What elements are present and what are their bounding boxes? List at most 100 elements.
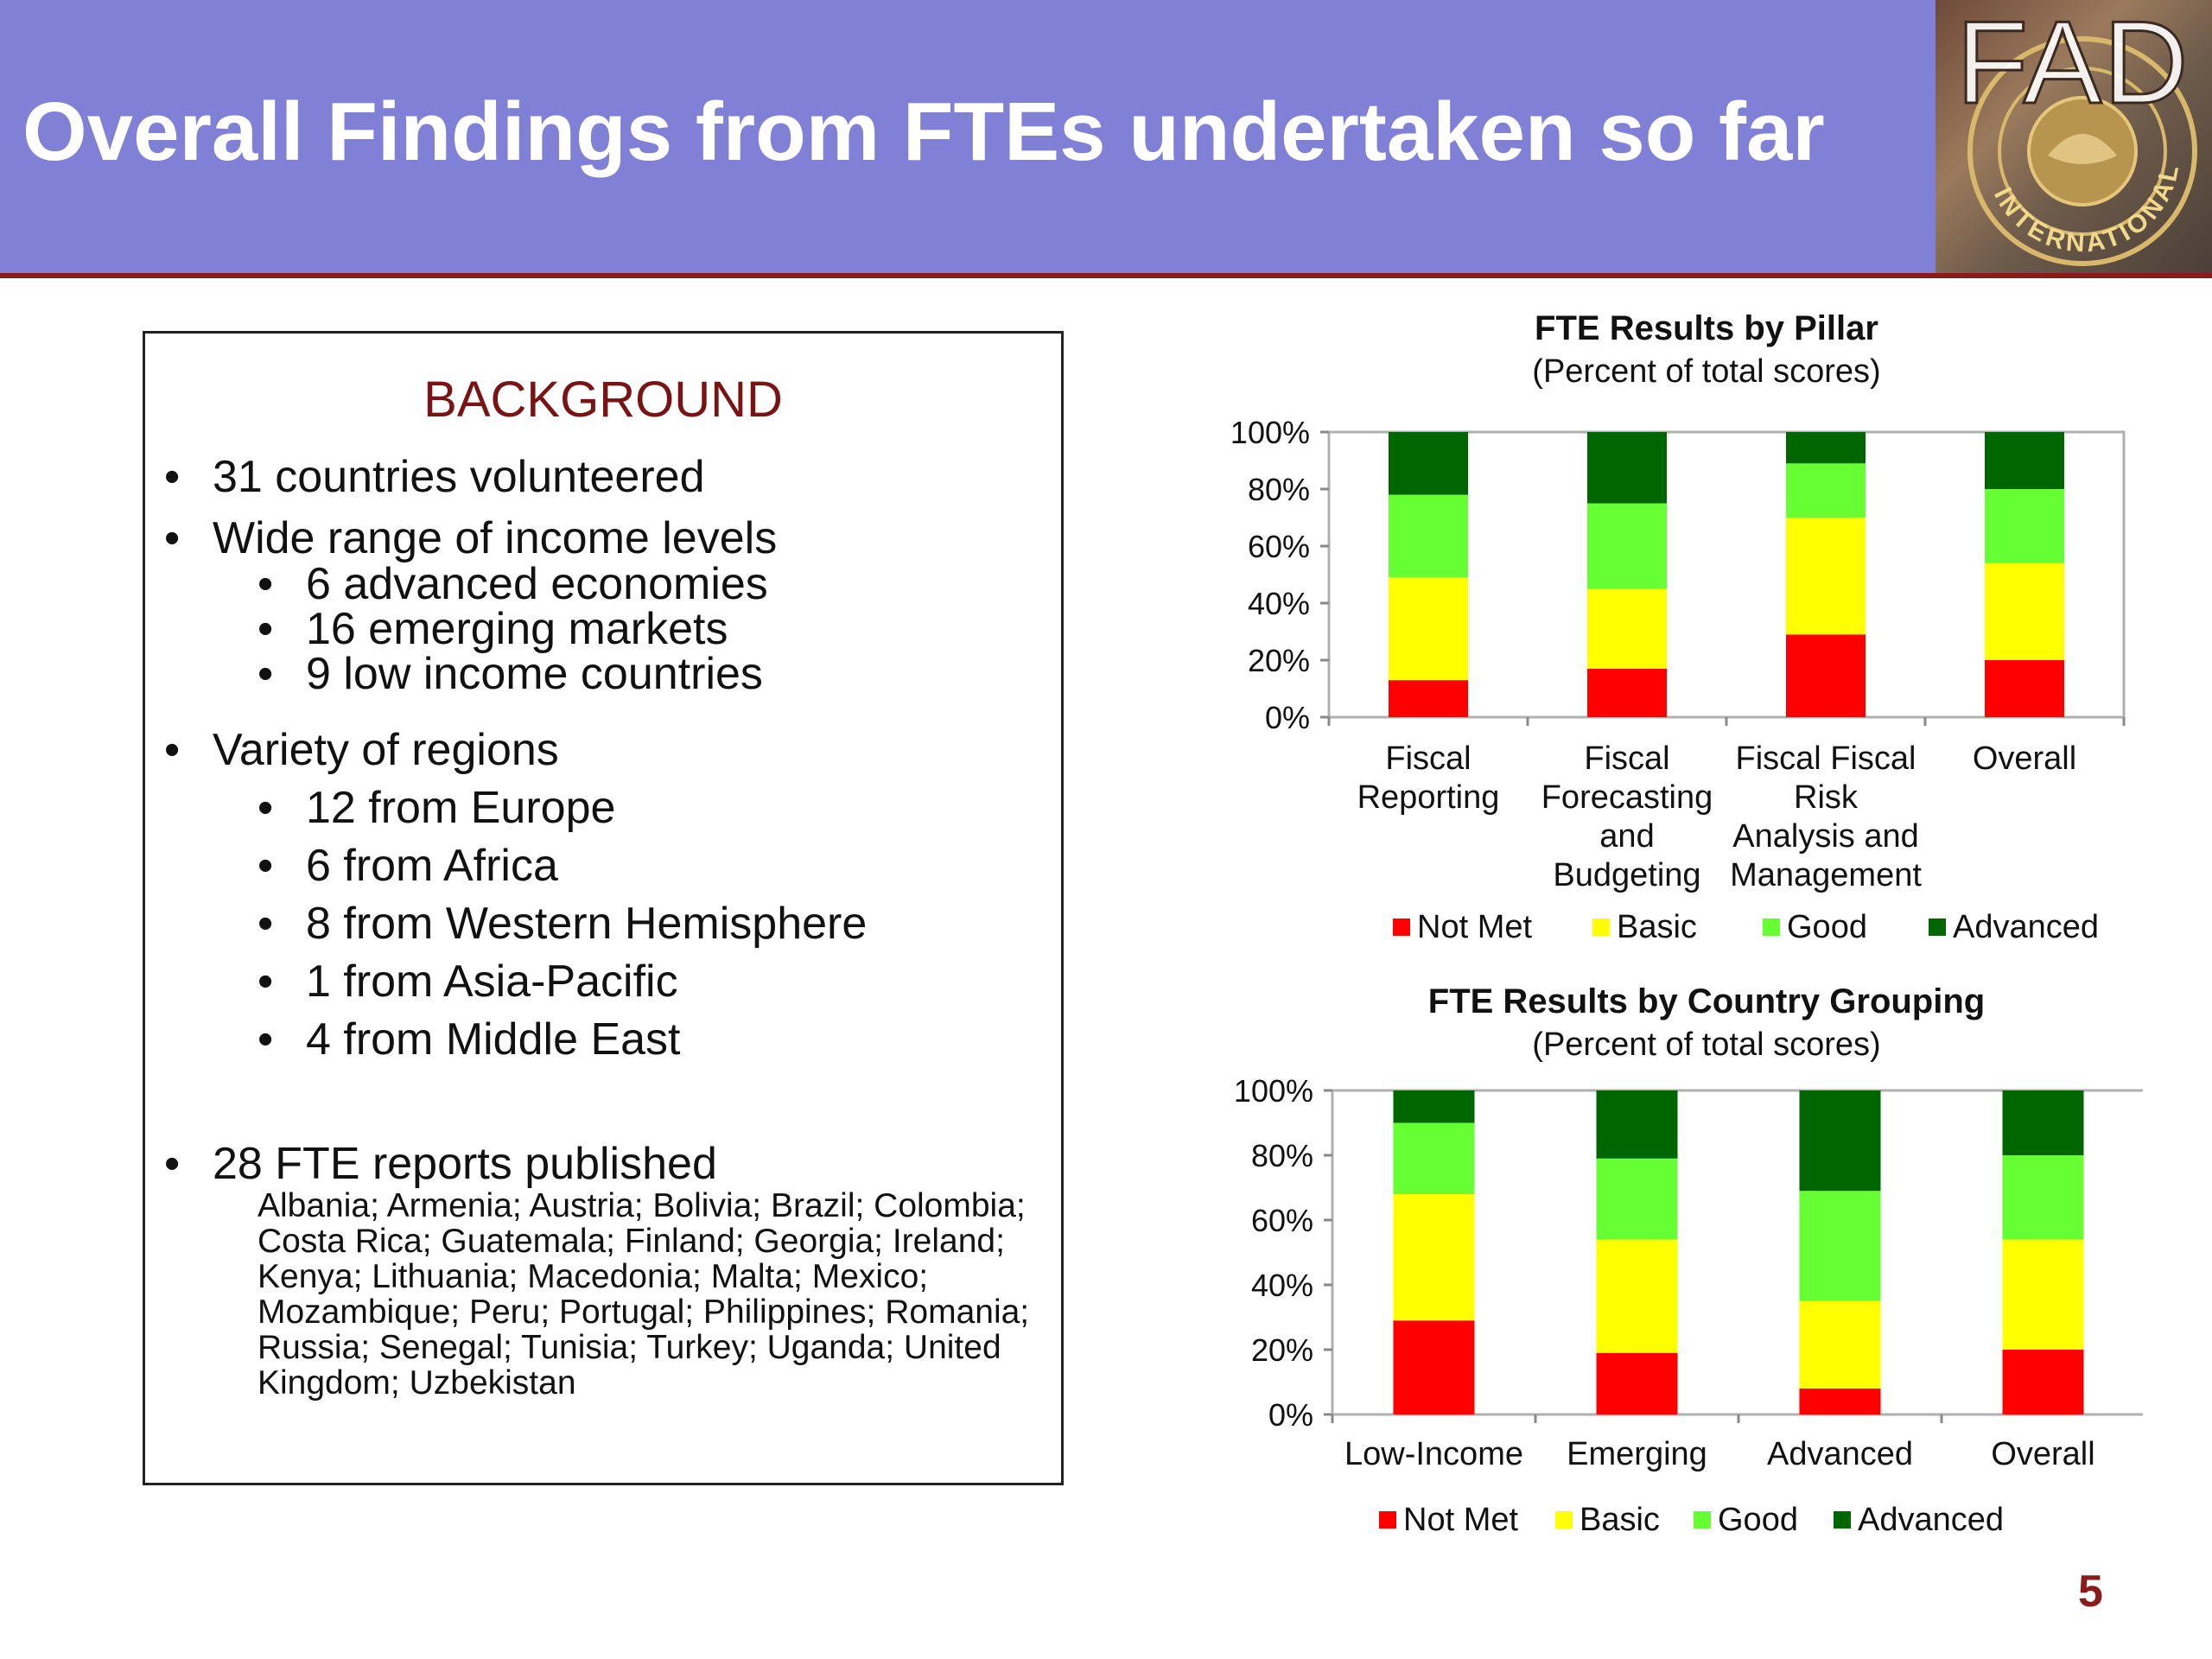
bullet-text: Variety of regions	[213, 725, 559, 775]
bar-segment-basic	[2002, 1239, 2084, 1350]
background-heading: BACKGROUND	[423, 372, 783, 428]
bar-segment-good	[1985, 489, 2064, 563]
bar-segment-good	[1799, 1191, 1881, 1301]
slide-title: Overall Findings from FTEs undertaken so…	[22, 86, 1825, 178]
y-tick-label: 100%	[1234, 1073, 1313, 1109]
legend-swatch	[1379, 1511, 1396, 1529]
page-number: 5	[2078, 1567, 2103, 1617]
fad-imf-logo: INTERNATIONAL MONETARY FUND FAD	[1936, 0, 2212, 273]
bullet-text: Wide range of income levels	[213, 513, 778, 563]
bar-segment-advanced	[2002, 1090, 2084, 1155]
bullet-text: 31 countries volunteered	[213, 452, 705, 502]
x-category-label: Forecasting	[1541, 779, 1713, 816]
bar-segment-good	[1389, 494, 1468, 578]
bar-segment-basic	[1799, 1300, 1881, 1389]
legend-swatch	[1834, 1511, 1851, 1529]
x-category-label: Reporting	[1357, 779, 1500, 816]
legend-swatch	[1592, 918, 1610, 936]
x-category-label: Emerging	[1567, 1436, 1707, 1472]
bullet-income: • Wide range of income levels	[164, 513, 777, 563]
fad-logo-text: FAD	[1955, 0, 2190, 128]
y-tick-label: 20%	[1248, 643, 1310, 678]
x-category-label: Overall	[1991, 1436, 2094, 1472]
bar-segment-basic	[1596, 1239, 1678, 1353]
bar-segment-basic	[1786, 518, 1866, 635]
bar-segment-good	[1587, 503, 1667, 589]
chart2-subtitle: (Percent of total scores)	[1532, 1027, 1881, 1063]
title-bar: Overall Findings from FTEs undertaken so…	[0, 0, 1936, 273]
sub-bullet: • 6 advanced economies	[257, 559, 768, 609]
bar-segment-good	[1786, 463, 1866, 518]
legend-swatch	[1393, 918, 1410, 936]
legend-label: Basic	[1617, 909, 1697, 945]
y-tick-label: 0%	[1268, 1397, 1313, 1433]
chart2-title: FTE Results by Country Grouping	[1427, 982, 1986, 1020]
bullet-reports: • 28 FTE reports published	[164, 1139, 717, 1189]
chart1-subtitle: (Percent of total scores)	[1532, 353, 1881, 390]
x-category-label: Risk	[1794, 779, 1859, 816]
x-category-label: and	[1599, 818, 1654, 855]
legend-swatch	[1555, 1511, 1573, 1529]
x-category-label: Analysis and	[1732, 818, 1918, 855]
bar-segment-basic	[1587, 588, 1667, 669]
y-tick-label: 40%	[1251, 1268, 1313, 1303]
legend-label: Good	[1787, 909, 1867, 945]
bar-segment-good	[1393, 1122, 1475, 1194]
x-category-label: Fiscal	[1584, 741, 1669, 777]
bullet-dot: •	[164, 513, 181, 563]
legend-label: Not Met	[1417, 909, 1532, 945]
bullet-dot: •	[164, 725, 181, 775]
bar-segment-basic	[1393, 1194, 1475, 1321]
sub-bullet: • 12 from Europe	[257, 783, 616, 833]
bullet-dot: •	[164, 452, 181, 502]
y-tick-label: 100%	[1230, 415, 1310, 450]
legend-label: Not Met	[1403, 1502, 1518, 1538]
bar-segment-advanced	[1799, 1090, 1881, 1192]
bar-segment-not-met	[1596, 1352, 1678, 1414]
legend-label: Advanced	[1858, 1502, 2004, 1538]
sub-bullet: • 4 from Middle East	[257, 1014, 681, 1065]
background-panel: BACKGROUND • 31 countries volunteered • …	[143, 331, 1064, 1485]
x-category-label: Overall	[1973, 741, 2076, 777]
bar-segment-advanced	[1587, 432, 1667, 504]
y-tick-label: 80%	[1251, 1138, 1313, 1173]
bar-segment-not-met	[1587, 668, 1667, 717]
bar-segment-good	[1596, 1158, 1678, 1240]
legend-swatch	[1763, 918, 1780, 936]
y-tick-label: 80%	[1248, 472, 1310, 507]
chart-fte-by-pillar: 0%20%40%60%80%100%FiscalReportingFiscalF…	[1230, 415, 2126, 945]
legend-swatch	[1694, 1511, 1711, 1529]
sub-bullet: • 6 from Africa	[257, 841, 558, 891]
bar-segment-not-met	[1393, 1320, 1475, 1414]
bar-segment-advanced	[1389, 432, 1468, 495]
legend-label: Advanced	[1953, 909, 2099, 945]
chart-fte-by-country-grouping: 0% 20% 40% 60% 80% 100% Low-Income Emerging Adva…	[1234, 1073, 2143, 1538]
bar-segment-not-met	[1786, 634, 1866, 717]
x-category-label: Low-Income	[1344, 1436, 1523, 1472]
x-category-label: Budgeting	[1553, 857, 1700, 893]
legend-swatch	[1929, 918, 1946, 936]
bar-segment-not-met	[1389, 680, 1468, 717]
x-category-label: Management	[1730, 857, 1922, 893]
bullet-regions: • Variety of regions	[164, 725, 559, 775]
x-category-label: Fiscal Fiscal	[1735, 741, 1916, 777]
sub-bullet: • 16 emerging markets	[257, 604, 728, 654]
bar-segment-basic	[1985, 563, 2064, 660]
bar-segment-good	[2002, 1155, 2084, 1240]
bar-segment-advanced	[1596, 1090, 1678, 1159]
sub-bullet: • 9 low income countries	[257, 649, 763, 699]
bar-segment-advanced	[1786, 432, 1866, 464]
bar-segment-not-met	[2002, 1350, 2084, 1414]
x-category-label: Fiscal	[1385, 741, 1471, 777]
bullet-text: 28 FTE reports published	[213, 1139, 717, 1189]
bar-segment-not-met	[1985, 660, 2064, 717]
y-tick-label: 40%	[1248, 586, 1310, 621]
chart1-title: FTE Results by Pillar	[1535, 309, 1878, 347]
header-divider	[0, 273, 2212, 278]
bar-segment-basic	[1389, 577, 1468, 681]
y-tick-label: 0%	[1265, 700, 1310, 735]
y-tick-label: 60%	[1251, 1203, 1313, 1238]
bullet-countries: • 31 countries volunteered	[164, 452, 705, 502]
bullet-dot: •	[164, 1139, 181, 1189]
reports-country-list: Albania; Armenia; Austria; Bolivia; Braz…	[257, 1187, 1030, 1402]
